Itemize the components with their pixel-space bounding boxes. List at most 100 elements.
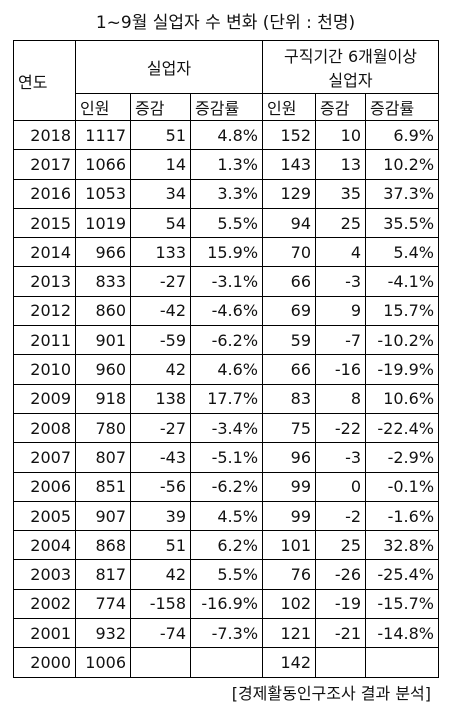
value-cell: 25 xyxy=(315,207,367,239)
value-cell: 35 xyxy=(315,178,367,209)
value-cell: 1019 xyxy=(75,207,131,239)
value-cell: 15.7% xyxy=(365,295,440,327)
value-cell: -3.4% xyxy=(189,412,264,444)
value-cell: 17.7% xyxy=(189,383,264,414)
table-row: 2013 833 -27 -3.1% 66 -3 -4.1% xyxy=(13,266,440,297)
value-cell: 4.5% xyxy=(189,500,264,532)
value-cell: 932 xyxy=(75,618,131,649)
value-cell: 129 xyxy=(262,178,317,209)
value-cell: 15.9% xyxy=(189,237,264,268)
value-cell: 35.5% xyxy=(365,207,440,239)
group-header-line: 실업자 xyxy=(328,71,373,90)
value-cell: 66 xyxy=(262,354,317,385)
table-row: 2017 1066 14 1.3% 143 13 10.2% xyxy=(13,149,440,180)
value-cell: -56 xyxy=(130,471,191,502)
value-cell: -10.2% xyxy=(365,325,440,356)
year-cell: 2003 xyxy=(13,559,76,590)
value-cell: 99 xyxy=(262,471,317,502)
value-cell: -3 xyxy=(315,442,367,473)
value-cell: 1053 xyxy=(75,178,131,209)
value-cell: 901 xyxy=(75,325,131,356)
value-cell: -4.6% xyxy=(189,295,264,327)
year-cell: 2012 xyxy=(13,295,76,327)
value-cell: -2.9% xyxy=(365,442,440,473)
value-cell: 6.2% xyxy=(189,530,264,561)
table-row: 2001 932 -74 -7.3% 121 -21 -14.8% xyxy=(13,618,440,649)
year-cell: 2018 xyxy=(13,119,76,151)
value-cell: 83 xyxy=(262,383,317,414)
value-cell: 70 xyxy=(262,237,317,268)
value-cell: -19 xyxy=(315,588,367,620)
value-cell: -1.6% xyxy=(365,500,440,532)
table-row: 2011 901 -59 -6.2% 59 -7 -10.2% xyxy=(13,325,440,356)
value-cell: 10.6% xyxy=(365,383,440,414)
table-row: 2012 860 -42 -4.6% 69 9 15.7% xyxy=(13,295,440,327)
table-row: 2018 1117 51 4.8% 152 10 6.9% xyxy=(13,119,440,151)
value-cell: -25.4% xyxy=(365,559,440,590)
year-cell: 2001 xyxy=(13,618,76,649)
value-cell: 1.3% xyxy=(189,149,264,180)
value-cell xyxy=(315,647,367,678)
group-header: 실업자 xyxy=(74,40,264,94)
value-cell: 14 xyxy=(130,149,191,180)
value-cell: 37.3% xyxy=(365,178,440,209)
table-body: 2018 1117 51 4.8% 152 10 6.9% 2017 1066 14 1.3% 143… xyxy=(13,119,440,678)
table-row: 2015 1019 54 5.5% 94 25 35.5% xyxy=(13,207,440,239)
value-cell: 833 xyxy=(75,266,131,297)
table-row: 2016 1053 34 3.3% 129 35 37.3% xyxy=(13,178,440,209)
year-cell: 2008 xyxy=(13,412,76,444)
value-cell: 142 xyxy=(262,647,317,678)
value-cell: 99 xyxy=(262,500,317,532)
value-cell: 69 xyxy=(262,295,317,327)
data-table: 연도 실업자 구직기간 6개월이상 실업자 인원 증감 증감률 인원 증감 증감률 2018 111… xyxy=(13,40,440,678)
value-cell: -4.1% xyxy=(365,266,440,297)
year-cell: 2004 xyxy=(13,530,76,561)
value-cell: 851 xyxy=(75,471,131,502)
subheader-row: 인원 증감 증감률 인원 증감 증감률 xyxy=(14,93,440,121)
value-cell: -19.9% xyxy=(365,354,440,385)
value-cell: 3.3% xyxy=(189,178,264,209)
subheader: 인원 xyxy=(262,93,317,121)
value-cell: 76 xyxy=(262,559,317,590)
year-cell: 2011 xyxy=(13,325,76,356)
value-cell: 75 xyxy=(262,412,317,444)
value-cell: 5.5% xyxy=(189,559,264,590)
subheader: 증감률 xyxy=(189,93,264,121)
value-cell: -22.4% xyxy=(365,412,440,444)
value-cell: -3.1% xyxy=(189,266,264,297)
value-cell: -27 xyxy=(130,266,191,297)
value-cell: 34 xyxy=(130,178,191,209)
table-row: 2014 966 133 15.9% 70 4 5.4% xyxy=(13,237,440,268)
value-cell: 66 xyxy=(262,266,317,297)
year-cell: 2010 xyxy=(13,354,76,385)
value-cell: -27 xyxy=(130,412,191,444)
value-cell: 868 xyxy=(75,530,131,561)
year-cell: 2017 xyxy=(13,149,76,180)
source-note: [경제활동인구조사 결과 분석] xyxy=(231,684,431,703)
value-cell: 817 xyxy=(75,559,131,590)
value-cell: -26 xyxy=(315,559,367,590)
value-cell: 966 xyxy=(75,237,131,268)
value-cell: -16 xyxy=(315,354,367,385)
year-header: 연도 xyxy=(13,40,76,121)
value-cell: -0.1% xyxy=(365,471,440,502)
year-cell: 2016 xyxy=(13,178,76,209)
subheader: 증감률 xyxy=(365,93,440,121)
table-row: 2007 807 -43 -5.1% 96 -3 -2.9% xyxy=(13,442,440,473)
value-cell: -14.8% xyxy=(365,618,440,649)
table-row: 2004 868 51 6.2% 101 25 32.8% xyxy=(13,530,440,561)
value-cell: -5.1% xyxy=(189,442,264,473)
value-cell: 5.4% xyxy=(365,237,440,268)
value-cell xyxy=(365,647,440,678)
value-cell: 807 xyxy=(75,442,131,473)
table-row: 2002 774 -158 -16.9% 102 -19 -15.7% xyxy=(13,588,440,620)
value-cell: -21 xyxy=(315,618,367,649)
value-cell: 39 xyxy=(130,500,191,532)
year-cell: 2000 xyxy=(13,647,76,678)
value-cell: 1006 xyxy=(75,647,131,678)
table-row: 2000 1006 142 xyxy=(13,647,440,678)
subheader: 증감 xyxy=(130,93,191,121)
value-cell: -2 xyxy=(315,500,367,532)
value-cell: 1117 xyxy=(75,119,131,151)
